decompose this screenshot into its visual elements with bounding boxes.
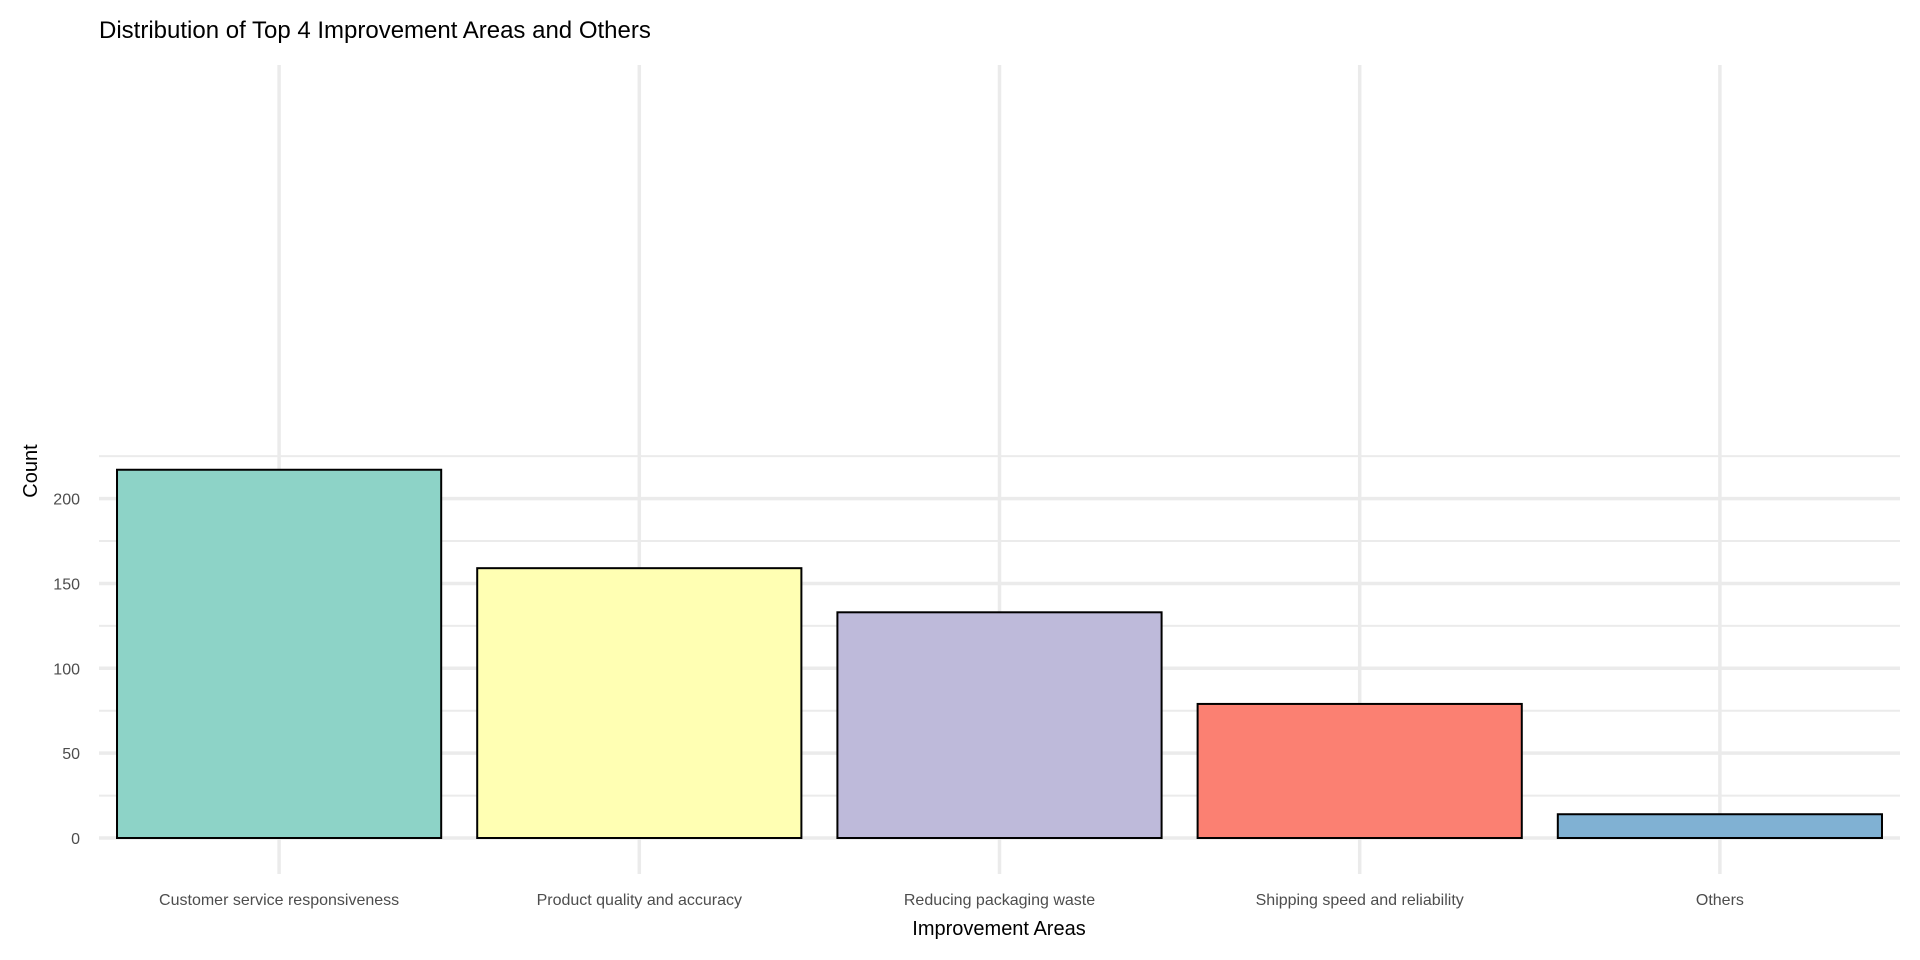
y-tick-label: 100 (53, 661, 80, 678)
y-axis-ticks: 0 50 100 150 200 (53, 492, 80, 848)
bar (1556, 813, 1883, 840)
bars (116, 468, 1883, 840)
y-axis-title: Count (20, 444, 42, 498)
bar (836, 611, 1163, 840)
y-tick-label: 150 (53, 576, 80, 593)
y-tick-label: 0 (71, 831, 80, 848)
x-tick-label: Others (1696, 892, 1744, 909)
chart-title: Distribution of Top 4 Improvement Areas … (99, 17, 651, 44)
x-tick-label: Customer service responsiveness (159, 892, 399, 909)
bar (1196, 702, 1523, 840)
bar (476, 567, 803, 839)
x-axis-title: Improvement Areas (912, 918, 1085, 940)
x-axis-ticks: Customer service responsiveness Product q… (159, 892, 1744, 909)
y-tick-label: 200 (53, 492, 80, 509)
x-tick-label: Shipping speed and reliability (1256, 892, 1464, 909)
x-tick-label: Product quality and accuracy (537, 892, 742, 909)
bar (116, 468, 443, 839)
x-tick-label: Reducing packaging waste (904, 892, 1095, 909)
y-tick-label: 50 (62, 746, 80, 763)
